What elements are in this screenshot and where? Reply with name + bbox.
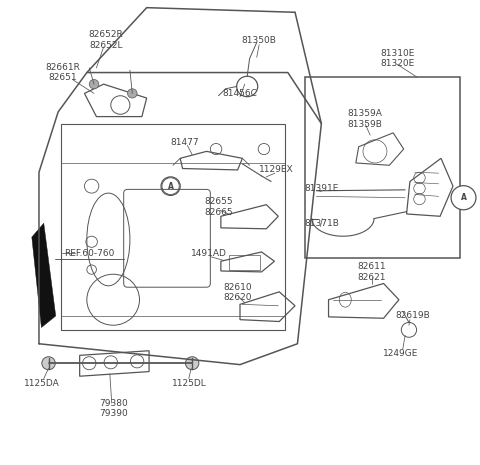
Text: 1129EX: 1129EX [259, 166, 293, 174]
Polygon shape [32, 223, 56, 327]
Text: 81391E: 81391E [304, 184, 338, 193]
Text: 82652R
82652L: 82652R 82652L [89, 30, 123, 50]
Text: 81456C: 81456C [223, 89, 257, 98]
Text: 81371B: 81371B [304, 219, 339, 228]
Text: 81310E
81320E: 81310E 81320E [381, 49, 415, 68]
Circle shape [42, 357, 55, 370]
Text: 81477: 81477 [171, 138, 199, 146]
Circle shape [185, 357, 199, 370]
Bar [305, 77, 460, 258]
Text: 82610
82620: 82610 82620 [223, 283, 252, 302]
Text: 81359A
81359B: 81359A 81359B [347, 109, 382, 129]
Text: REF.60-760: REF.60-760 [64, 249, 114, 258]
Circle shape [451, 186, 476, 210]
Text: 1125DA: 1125DA [24, 379, 59, 388]
Text: 1491AD: 1491AD [191, 249, 227, 258]
Text: A: A [461, 193, 467, 202]
Bar [229, 255, 260, 270]
Circle shape [128, 89, 137, 98]
Text: 1125DL: 1125DL [172, 379, 207, 388]
Text: 82655
82665: 82655 82665 [204, 197, 233, 217]
Text: A: A [168, 182, 174, 191]
Text: 82619B: 82619B [395, 312, 430, 320]
Text: 82611
82621: 82611 82621 [357, 262, 386, 282]
Circle shape [89, 80, 99, 89]
Text: 1249GE: 1249GE [383, 349, 418, 358]
Text: 79380
79390: 79380 79390 [99, 399, 128, 418]
Text: 82661R
82651: 82661R 82651 [46, 63, 80, 82]
Text: 81350B: 81350B [242, 36, 276, 45]
